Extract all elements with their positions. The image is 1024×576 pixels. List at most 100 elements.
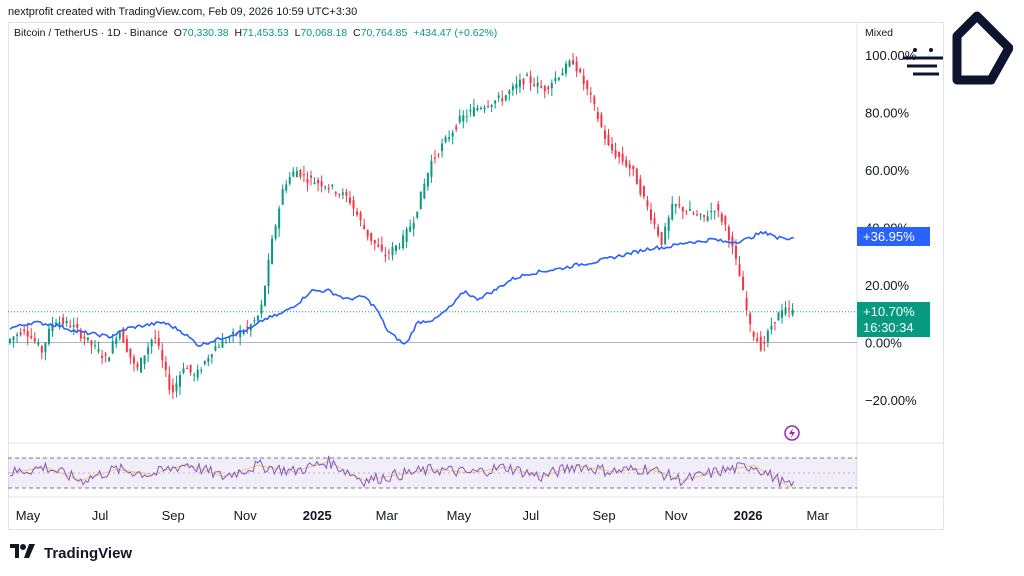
candle-body — [12, 336, 15, 341]
candle-body — [710, 210, 713, 213]
candle-body — [727, 226, 730, 241]
candle-body — [359, 212, 362, 221]
candle-body — [412, 223, 415, 229]
scale-mode[interactable]: Mixed — [865, 27, 894, 39]
candle-body — [164, 361, 167, 370]
event-flash-icon[interactable] — [784, 425, 800, 441]
candle-body — [370, 232, 373, 241]
candle-body — [402, 235, 405, 249]
candle-body — [696, 214, 699, 216]
candle-body — [72, 325, 75, 327]
candle-body — [256, 316, 259, 321]
candle-body — [788, 308, 791, 310]
candle-body — [720, 213, 723, 222]
candle-body — [40, 346, 43, 353]
candle-body — [150, 339, 153, 347]
candle-body — [90, 340, 93, 346]
candle-body — [281, 189, 284, 205]
candle-body — [738, 264, 741, 277]
candle-body — [140, 357, 143, 373]
x-tick-label: May — [16, 508, 41, 523]
candle-body — [147, 347, 150, 355]
candle-body — [472, 107, 475, 117]
candle-body — [136, 363, 139, 368]
candle-body — [444, 137, 447, 142]
candle-body — [19, 332, 22, 335]
candle-body — [589, 92, 592, 95]
candle-body — [246, 326, 249, 328]
candle-body — [51, 323, 54, 332]
candle-body — [749, 313, 752, 325]
candle-body — [575, 61, 578, 72]
candle-body — [487, 105, 490, 107]
candle-body — [781, 310, 784, 318]
candle-body — [232, 331, 235, 335]
candle-body — [635, 168, 638, 185]
candle-body — [132, 357, 135, 364]
candle-body — [441, 143, 444, 151]
countdown-tag: 16:30:34 — [857, 318, 930, 337]
candle-body — [480, 108, 482, 110]
candle-body — [561, 73, 564, 76]
candle-body — [603, 130, 606, 139]
candle-body — [448, 137, 451, 140]
candle-body — [58, 322, 61, 325]
candle-body — [331, 184, 334, 187]
candle-body — [713, 211, 716, 213]
candle-body — [168, 374, 171, 390]
candle-body — [745, 297, 748, 311]
candle-body — [437, 154, 440, 156]
candle-body — [582, 75, 585, 84]
open-value: 70,330.38 — [181, 27, 229, 39]
candle-body — [504, 95, 507, 101]
candle-body — [660, 232, 663, 245]
candle-body — [26, 330, 29, 337]
candle-body — [490, 104, 493, 108]
candle-body — [543, 85, 546, 92]
candle-body — [674, 204, 677, 207]
candle-body — [101, 355, 104, 359]
candle-body — [341, 192, 344, 195]
candle-body — [111, 341, 114, 354]
candle-body — [317, 179, 320, 184]
candle-body — [657, 226, 660, 236]
brand-name: TradingView — [44, 544, 133, 562]
candle-body — [734, 246, 737, 259]
candle-body — [433, 157, 436, 159]
x-tick-label: Mar — [807, 508, 830, 523]
candle-body — [469, 109, 472, 112]
candle-body — [518, 79, 521, 87]
candle-body — [285, 184, 288, 191]
candle-body — [44, 342, 47, 353]
candle-body — [30, 335, 33, 338]
high-value: 71,453.53 — [242, 27, 289, 39]
symbol-name[interactable]: Bitcoin / TetherUS · 1D · Binance — [14, 27, 168, 39]
candle-body — [398, 247, 401, 249]
change-value: +434.47 (+0.62%) — [413, 27, 498, 39]
candle-body — [784, 307, 787, 314]
candle-body — [458, 115, 461, 123]
x-tick-label: Sep — [162, 508, 185, 523]
candle-body — [639, 178, 642, 195]
x-tick-label: Sep — [592, 508, 615, 523]
candle-body — [557, 77, 560, 80]
candle-body — [9, 339, 11, 343]
candle-body — [628, 164, 631, 169]
candle-body — [313, 182, 316, 184]
candle-body — [193, 374, 196, 376]
compare-price-tag: +36.95% — [857, 227, 930, 246]
candle-body — [263, 285, 266, 306]
brand-footer[interactable]: TradingView — [10, 543, 132, 563]
candle-body — [526, 74, 529, 76]
tradingview-logo-icon — [10, 543, 40, 563]
candle-body — [65, 320, 68, 324]
candle-body — [667, 217, 670, 231]
x-tick-label: Jul — [523, 508, 540, 523]
candle-body — [550, 83, 553, 89]
candle-body — [671, 204, 674, 220]
candle-body — [320, 181, 323, 187]
candle-body — [278, 208, 281, 229]
candle-body — [324, 186, 327, 188]
candle-body — [547, 86, 550, 90]
